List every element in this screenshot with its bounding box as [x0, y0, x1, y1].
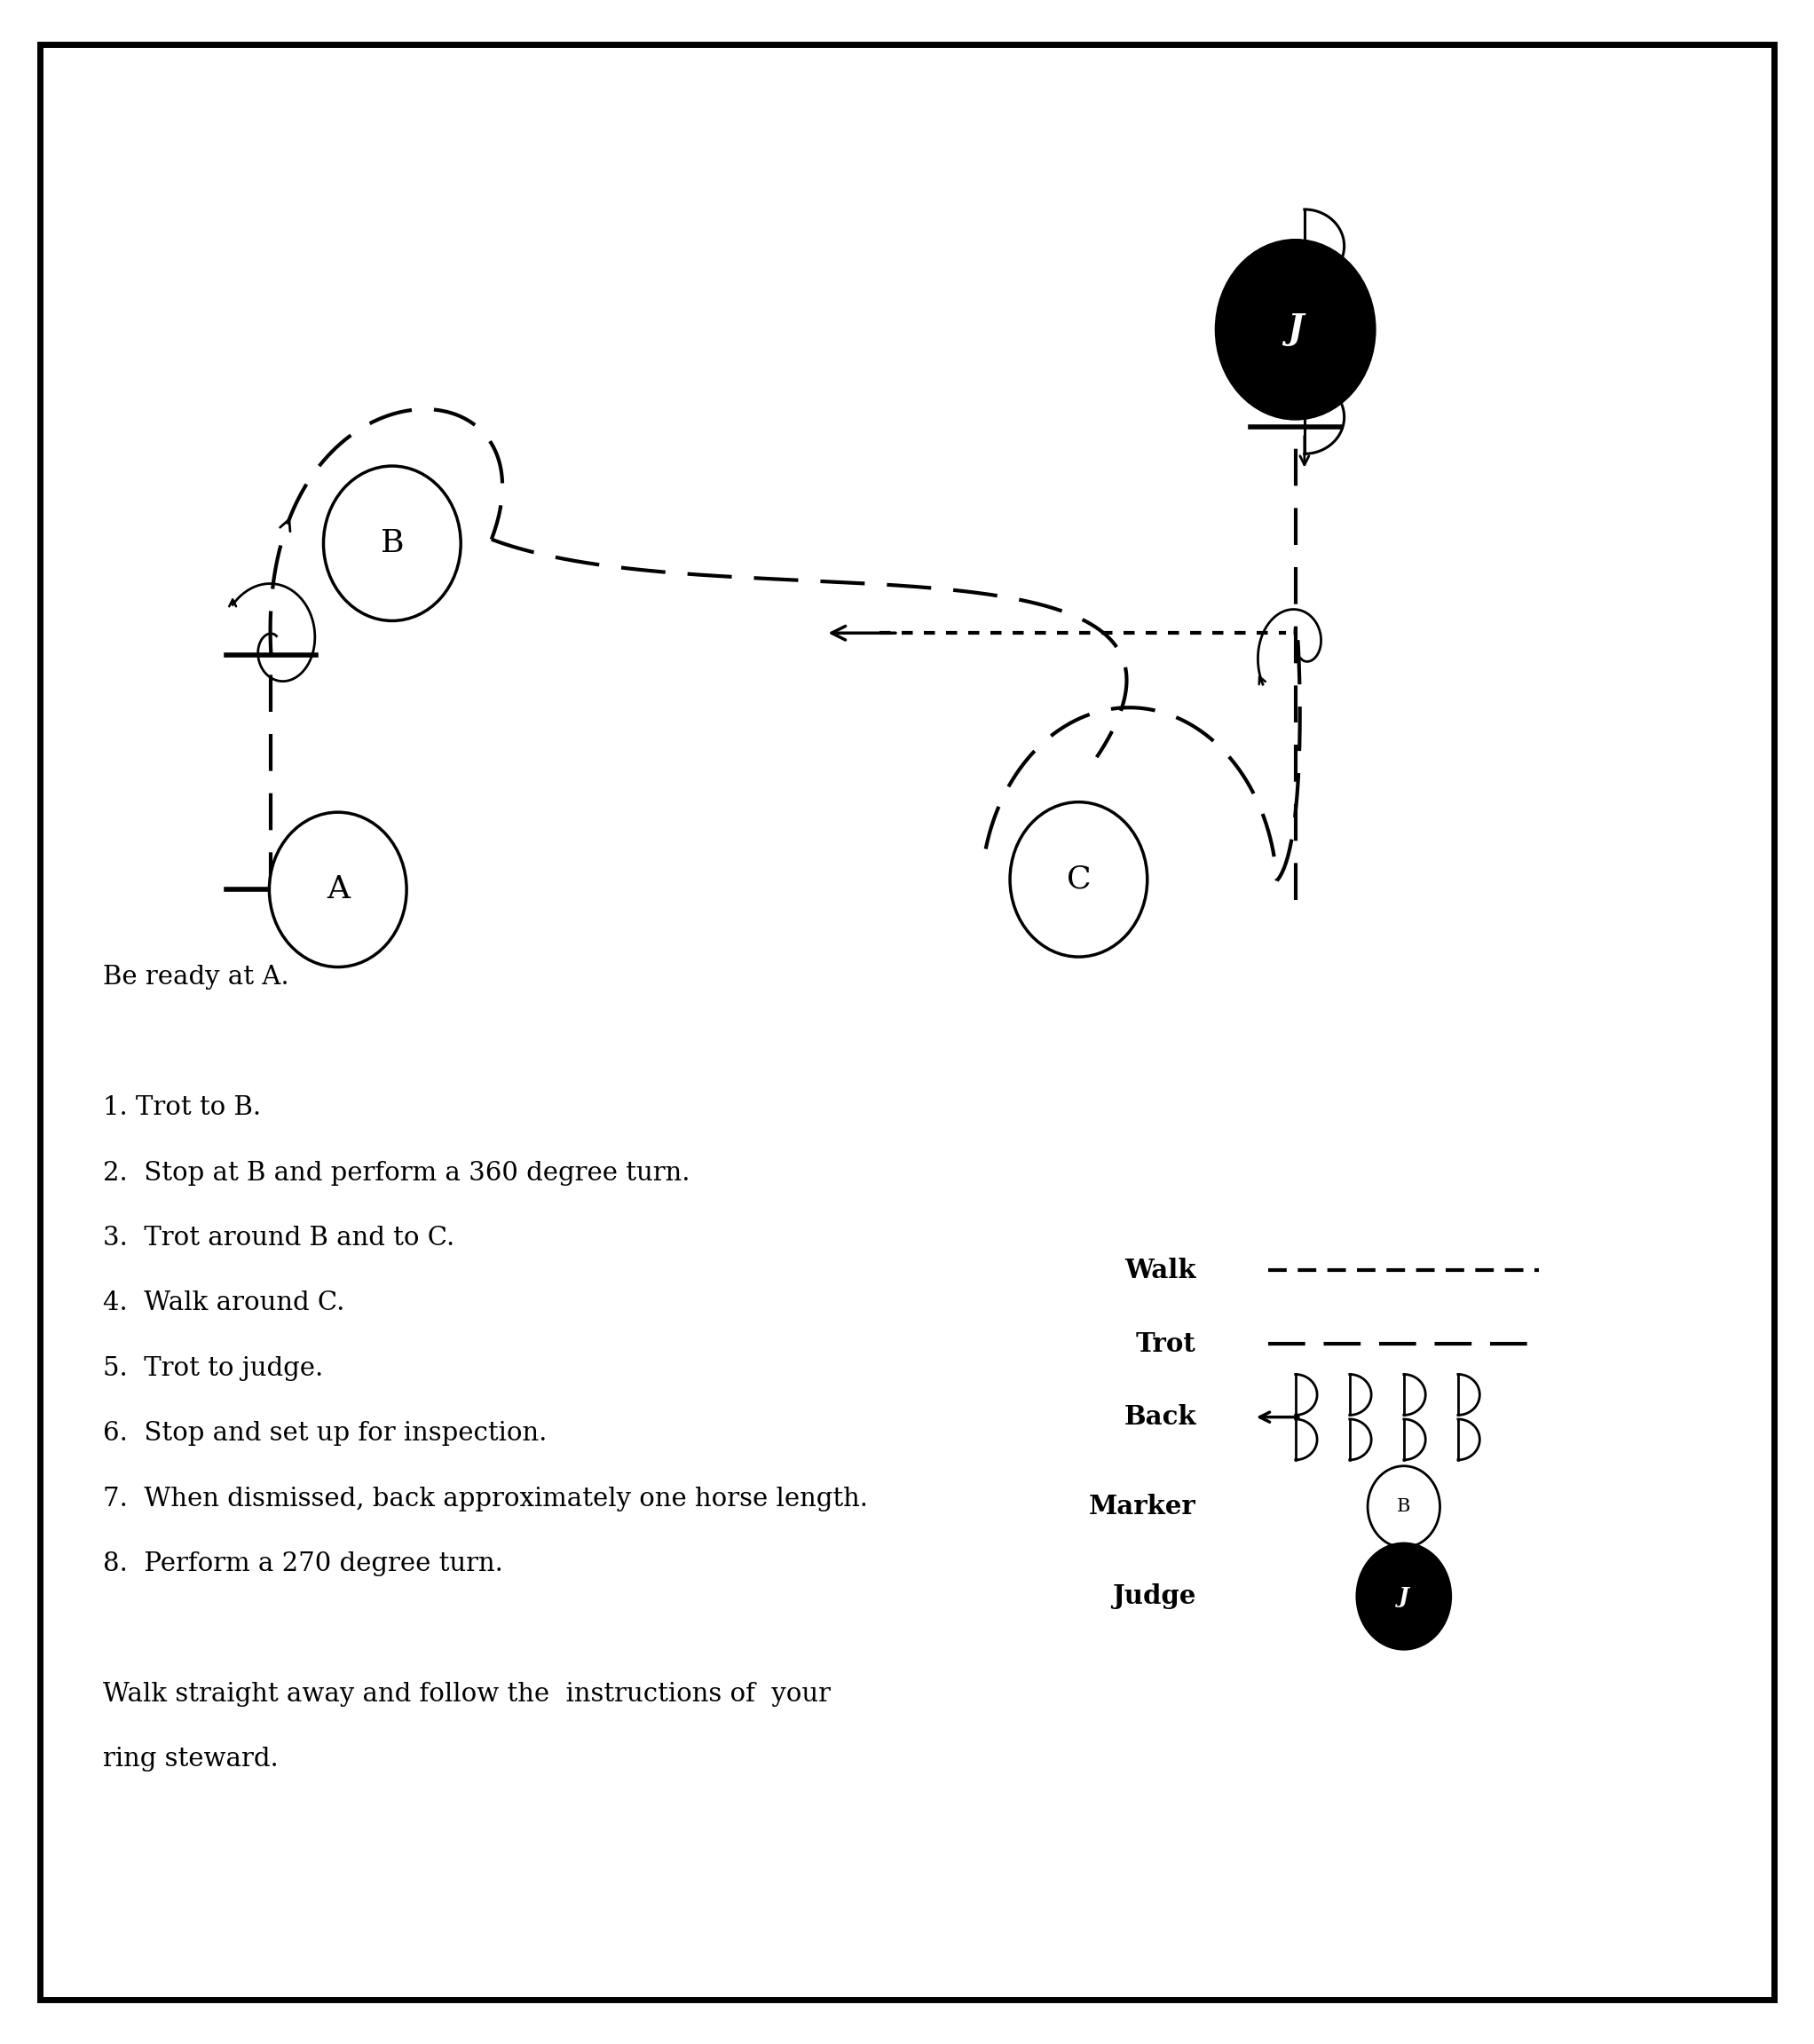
Text: Judge: Judge	[1112, 1584, 1195, 1609]
Text: Be ready at A.: Be ready at A.	[103, 965, 288, 989]
Text: A: A	[327, 875, 350, 905]
Text: 6.  Stop and set up for inspection.: 6. Stop and set up for inspection.	[103, 1421, 548, 1445]
Text: B: B	[1397, 1498, 1411, 1515]
Text: 8.  Perform a 270 degree turn.: 8. Perform a 270 degree turn.	[103, 1551, 502, 1576]
Text: Walk straight away and follow the  instructions of  your: Walk straight away and follow the instru…	[103, 1682, 831, 1707]
Text: Marker: Marker	[1088, 1494, 1195, 1519]
Text: Trot: Trot	[1136, 1331, 1195, 1357]
Text: J: J	[1288, 313, 1304, 345]
Text: J: J	[1399, 1586, 1409, 1607]
Text: Walk: Walk	[1125, 1257, 1195, 1284]
Text: Back: Back	[1123, 1404, 1195, 1431]
Circle shape	[1357, 1543, 1451, 1650]
Text: 1. Trot to B.: 1. Trot to B.	[103, 1096, 261, 1120]
Circle shape	[1368, 1466, 1440, 1547]
Text: B: B	[381, 527, 405, 558]
Circle shape	[1010, 801, 1146, 957]
Circle shape	[323, 466, 461, 621]
Text: 3.  Trot around B and to C.: 3. Trot around B and to C.	[103, 1226, 455, 1251]
Text: 4.  Walk around C.: 4. Walk around C.	[103, 1292, 345, 1316]
Circle shape	[1215, 239, 1375, 419]
Circle shape	[268, 811, 406, 967]
Text: 7.  When dismissed, back approximately one horse length.: 7. When dismissed, back approximately on…	[103, 1486, 869, 1511]
Text: 5.  Trot to judge.: 5. Trot to judge.	[103, 1355, 323, 1382]
Text: C: C	[1067, 865, 1090, 895]
Text: 2.  Stop at B and perform a 360 degree turn.: 2. Stop at B and perform a 360 degree tu…	[103, 1161, 689, 1186]
Text: ring steward.: ring steward.	[103, 1748, 279, 1772]
